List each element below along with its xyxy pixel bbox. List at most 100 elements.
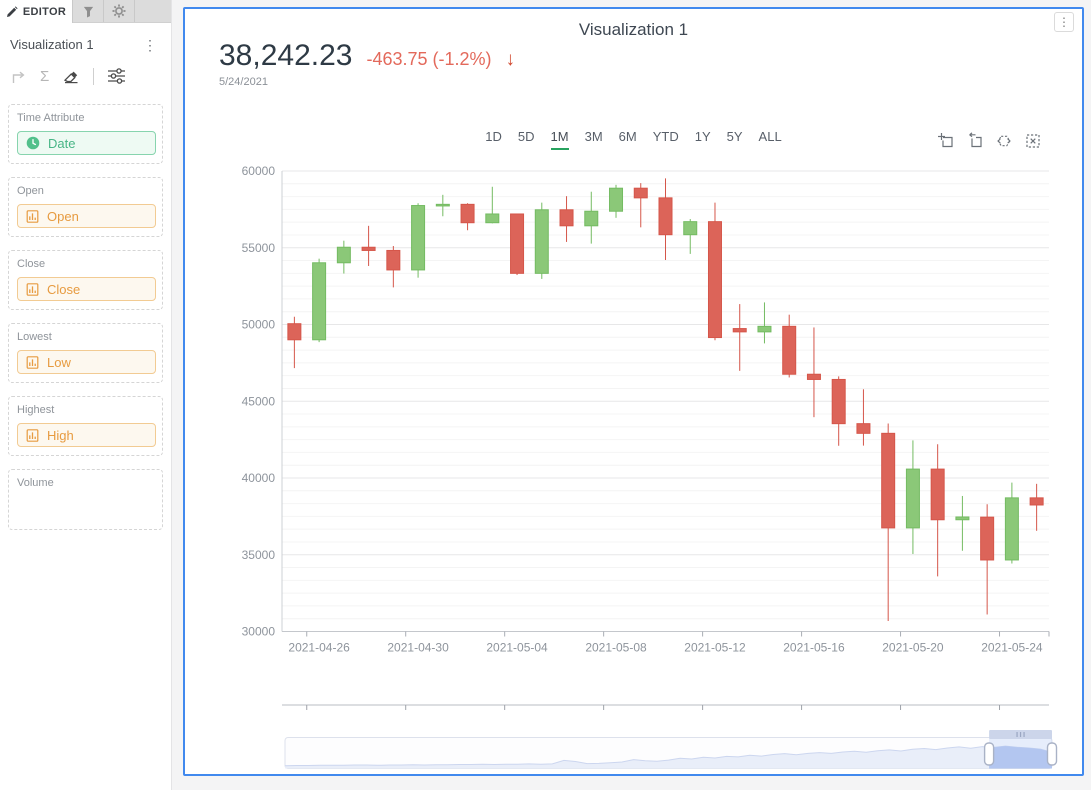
candle-body xyxy=(287,323,302,341)
range-button-1y[interactable]: 1Y xyxy=(694,129,711,144)
range-button-3m[interactable]: 3M xyxy=(584,129,603,144)
tab-filter[interactable] xyxy=(73,0,104,22)
measure-field-icon xyxy=(26,282,39,296)
visualization-title-row: Visualization 1 ⋮ xyxy=(0,23,171,52)
x-axis-tick-label: 2021-05-24 xyxy=(981,641,1043,655)
candle-2021-05-05[interactable] xyxy=(534,202,549,279)
candle-2021-05-03[interactable] xyxy=(485,186,500,224)
candle-body xyxy=(707,221,722,339)
candle-2021-05-02[interactable] xyxy=(460,203,475,231)
sigma-icon[interactable]: Σ xyxy=(40,67,50,85)
candle-body xyxy=(460,203,475,224)
range-selector: 1D 5D 1M 3M 6M YTD 1Y 5Y ALL xyxy=(185,129,1082,150)
field-well-lowest: Lowest Low xyxy=(8,323,163,383)
price-block: 38,242.23 -463.75 (-1.2%) ↓ 5/24/2021 xyxy=(219,39,515,88)
tab-settings[interactable] xyxy=(104,0,135,22)
candle-2021-04-26[interactable] xyxy=(312,258,327,343)
navigator-handle-right[interactable] xyxy=(1046,742,1058,766)
candle-2021-04-27[interactable] xyxy=(336,240,351,274)
candle-2021-05-24[interactable] xyxy=(1004,482,1019,564)
candle-body xyxy=(955,516,970,521)
field-pill-label: Date xyxy=(48,135,76,151)
candle-2021-05-11[interactable] xyxy=(683,219,698,254)
candle-2021-05-12[interactable] xyxy=(707,202,722,341)
clear-selection-button[interactable] xyxy=(1024,132,1042,150)
candle-body xyxy=(510,213,525,274)
navigator-handle-left[interactable] xyxy=(983,742,995,766)
box-zoom-button[interactable] xyxy=(937,132,955,150)
field-pill-high[interactable]: High xyxy=(17,423,156,447)
candle-2021-05-10[interactable] xyxy=(658,178,673,261)
candle-2021-05-14[interactable] xyxy=(757,302,772,344)
candle-2021-05-16[interactable] xyxy=(806,327,821,418)
visualization-title: Visualization 1 xyxy=(10,37,94,52)
candle-2021-05-20[interactable] xyxy=(905,440,920,554)
pan-button[interactable] xyxy=(995,132,1013,150)
candle-2021-05-06[interactable] xyxy=(559,196,574,242)
price-change: -463.75 (-1.2%) xyxy=(366,49,492,69)
candle-2021-04-25[interactable] xyxy=(287,316,302,369)
candle-2021-05-01[interactable] xyxy=(435,194,450,217)
navigator-shadow-area xyxy=(285,746,1052,769)
candle-2021-05-25[interactable] xyxy=(1029,483,1044,531)
candle-2021-05-17[interactable] xyxy=(831,376,846,446)
candle-2021-05-21[interactable] xyxy=(930,444,945,577)
candle-2021-04-30[interactable] xyxy=(411,203,426,278)
field-pill-low[interactable]: Low xyxy=(17,350,156,374)
candle-2021-05-07[interactable] xyxy=(584,191,599,244)
field-well-open: Open Open xyxy=(8,177,163,237)
sliders-icon[interactable] xyxy=(107,67,126,85)
chart-title: Visualization 1 xyxy=(578,20,689,39)
chart-toolbox xyxy=(937,132,1042,150)
field-pill-close[interactable]: Close xyxy=(17,277,156,301)
candle-body xyxy=(732,328,747,333)
candle-body xyxy=(411,205,426,271)
candle-body xyxy=(782,325,797,375)
tab-editor[interactable]: EDITOR xyxy=(0,0,73,23)
range-button-5y[interactable]: 5Y xyxy=(726,129,743,144)
candle-2021-05-13[interactable] xyxy=(732,304,747,371)
field-well-label: Highest xyxy=(17,404,55,416)
range-button-all[interactable]: ALL xyxy=(758,129,782,144)
candle-2021-05-04[interactable] xyxy=(510,213,525,276)
y-axis-tick-label: 45000 xyxy=(242,394,276,408)
candle-2021-05-08[interactable] xyxy=(609,184,624,218)
range-button-ytd[interactable]: YTD xyxy=(652,129,679,144)
corner-arrow-icon[interactable] xyxy=(10,68,27,85)
visualization-menu-button[interactable]: ⋮ xyxy=(143,36,157,53)
field-pill-open[interactable]: Open xyxy=(17,204,156,228)
kebab-icon: ⋮ xyxy=(1058,15,1070,29)
navigator-window[interactable] xyxy=(989,738,1052,769)
eraser-icon[interactable] xyxy=(62,67,80,85)
field-well-label: Lowest xyxy=(17,331,52,343)
field-pill-date[interactable]: Date xyxy=(17,131,156,155)
panel-menu-button[interactable]: ⋮ xyxy=(1054,12,1074,32)
clear-selection-icon xyxy=(1026,134,1040,148)
candle-2021-05-22[interactable] xyxy=(955,495,970,551)
candles-series xyxy=(287,178,1044,622)
field-pill-label: High xyxy=(47,427,74,443)
candle-2021-05-09[interactable] xyxy=(633,183,648,228)
y-axis-tick-label: 60000 xyxy=(242,164,276,178)
y-axis-tick-label: 50000 xyxy=(242,318,276,332)
y-axis-tick-label: 40000 xyxy=(242,471,276,485)
candle-body xyxy=(386,249,401,271)
field-pill-label: Low xyxy=(47,354,71,370)
candle-2021-04-28[interactable] xyxy=(361,225,376,266)
candle-2021-05-19[interactable] xyxy=(881,423,896,622)
candle-body xyxy=(757,325,772,333)
candle-2021-05-23[interactable] xyxy=(980,504,995,615)
range-button-1d[interactable]: 1D xyxy=(485,129,502,144)
candle-2021-05-15[interactable] xyxy=(782,314,797,378)
candlestick-chart[interactable]: 30000 35000 40000 45000 50000 55000 60000 2021-… xyxy=(185,9,1082,774)
candle-2021-05-18[interactable] xyxy=(856,389,871,446)
down-arrow-icon: ↓ xyxy=(505,49,516,70)
candle-body xyxy=(856,423,871,434)
candle-2021-04-29[interactable] xyxy=(386,245,401,288)
field-pill-label: Close xyxy=(47,281,81,297)
zoom-back-button[interactable] xyxy=(966,132,984,150)
range-button-1m[interactable]: 1M xyxy=(550,129,569,150)
range-button-5d[interactable]: 5D xyxy=(517,129,535,144)
range-button-6m[interactable]: 6M xyxy=(618,129,637,144)
